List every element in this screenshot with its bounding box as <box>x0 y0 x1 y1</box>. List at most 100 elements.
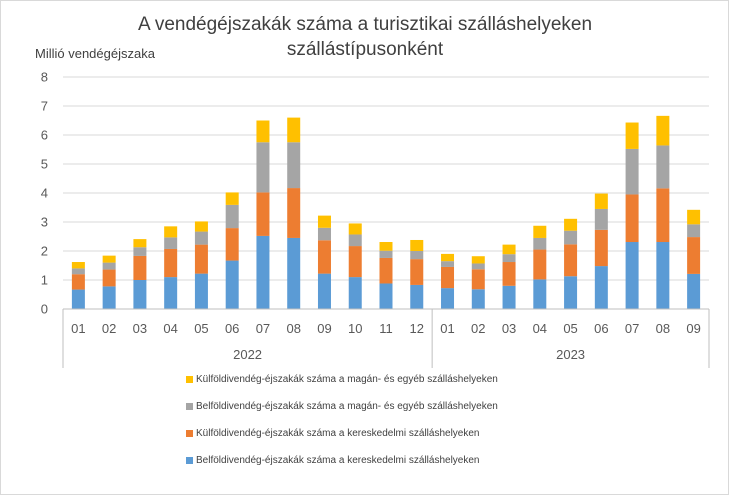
bar-segment-series-1 <box>471 269 485 290</box>
y-tick-label: 8 <box>41 70 48 85</box>
legend-item: Külföldivendég-éjszakák száma a keresked… <box>186 427 479 441</box>
bar-segment-series-3 <box>656 115 670 146</box>
bar-segment-series-3 <box>256 120 270 143</box>
bar-segment-series-2 <box>564 230 578 245</box>
bar-segment-series-1 <box>348 246 362 278</box>
legend-swatch <box>186 456 193 464</box>
x-tick-label: 09 <box>317 321 331 336</box>
bar-segment-series-1 <box>410 259 424 285</box>
bar-segment-series-1 <box>564 244 578 277</box>
bar-segment-series-2 <box>71 268 85 275</box>
bar-segment-series-0 <box>594 266 608 309</box>
bar-segment-series-3 <box>71 262 85 269</box>
bar-segment-series-1 <box>502 262 516 286</box>
bar-segment-series-1 <box>133 255 147 280</box>
bar-segment-series-2 <box>379 250 393 258</box>
y-tick-label: 4 <box>41 186 48 201</box>
group-label: 2023 <box>556 347 585 362</box>
bar-segment-series-1 <box>102 269 116 287</box>
bar-segment-series-1 <box>194 244 208 274</box>
bar-segment-series-2 <box>317 227 331 241</box>
bar-segment-series-3 <box>471 256 485 264</box>
bar-segment-series-1 <box>594 229 608 267</box>
legend-swatch <box>186 402 193 410</box>
x-tick-label: 07 <box>256 321 270 336</box>
bar-segment-series-3 <box>317 215 331 228</box>
x-tick-label: 09 <box>686 321 700 336</box>
y-tick-label: 1 <box>41 273 48 288</box>
x-tick-label: 08 <box>656 321 670 336</box>
bar-segment-series-3 <box>410 239 424 251</box>
x-tick-label: 01 <box>440 321 454 336</box>
x-tick-label: 04 <box>533 321 547 336</box>
bar-segment-series-0 <box>256 235 270 309</box>
x-tick-label: 12 <box>410 321 424 336</box>
y-tick-label: 6 <box>41 128 48 143</box>
bar-segment-series-3 <box>594 193 608 209</box>
bar-segment-series-0 <box>71 289 85 309</box>
bar-segment-series-2 <box>594 208 608 230</box>
bar-segment-series-2 <box>287 142 301 189</box>
bar-segment-series-3 <box>348 223 362 235</box>
bar-segment-series-0 <box>194 273 208 309</box>
y-axis-label: Millió vendégéjszaka <box>35 46 155 61</box>
bar-segment-series-2 <box>194 231 208 245</box>
bar-segment-series-1 <box>225 228 239 261</box>
x-tick-label: 06 <box>594 321 608 336</box>
legend-item: Belföldivendég-éjszakák száma a magán- é… <box>186 400 498 414</box>
bar-segment-series-0 <box>164 277 178 309</box>
bar-segment-series-2 <box>410 251 424 260</box>
bar-segment-series-1 <box>441 266 455 289</box>
x-tick-label: 10 <box>348 321 362 336</box>
x-tick-label: 03 <box>502 321 516 336</box>
x-tick-label: 07 <box>625 321 639 336</box>
bar-segment-series-2 <box>687 224 701 238</box>
legend-label: Külföldivendég-éjszakák száma a keresked… <box>196 428 480 439</box>
bar-segment-series-3 <box>687 209 701 225</box>
bar-segment-series-2 <box>625 148 639 195</box>
bar-segment-series-3 <box>502 244 516 255</box>
legend-swatch <box>186 375 193 383</box>
chart-title-line2: szállástípusonként <box>286 39 444 60</box>
bar-segment-series-1 <box>379 257 393 284</box>
bar-segment-series-1 <box>287 188 301 238</box>
bar-segment-series-1 <box>656 188 670 243</box>
x-tick-label: 08 <box>286 321 300 336</box>
bar-segment-series-3 <box>379 242 393 251</box>
bar-segment-series-0 <box>533 279 547 309</box>
bar-segment-series-1 <box>317 240 331 274</box>
y-tick-label: 5 <box>41 157 48 172</box>
bar-segment-series-2 <box>102 262 116 270</box>
chart-title-line1: A vendégéjszakák száma a turisztikai szá… <box>137 14 593 35</box>
bar-segment-series-3 <box>225 192 239 205</box>
legend-label: Külföldivendég-éjszakák száma a magán- é… <box>196 374 498 385</box>
legend-label: Belföldivendég-éjszakák száma a keresked… <box>196 455 480 466</box>
bar-segment-series-2 <box>225 204 239 229</box>
bar-segment-series-1 <box>256 192 270 236</box>
legend-item: Külföldivendég-éjszakák száma a magán- é… <box>186 373 498 387</box>
bar-segment-series-2 <box>656 145 670 189</box>
bar-segment-series-0 <box>102 286 116 309</box>
legend-swatch <box>186 429 193 437</box>
bar-segment-series-2 <box>502 254 516 263</box>
bar-segment-series-3 <box>564 218 578 231</box>
bar-segment-series-1 <box>533 249 547 280</box>
bar-segment-series-0 <box>317 273 331 309</box>
bar-segment-series-3 <box>533 225 547 238</box>
bar-segment-series-3 <box>625 122 639 149</box>
bar-segment-series-0 <box>410 284 424 309</box>
bar-segment-series-2 <box>471 263 485 270</box>
y-tick-label: 3 <box>41 215 48 230</box>
x-tick-label: 03 <box>133 321 147 336</box>
bar-segment-series-0 <box>379 283 393 309</box>
bar-segment-series-2 <box>133 247 147 256</box>
bar-segment-series-3 <box>194 221 208 232</box>
bar-segment-series-1 <box>625 194 639 243</box>
legend-item: Belföldivendég-éjszakák száma a keresked… <box>186 454 479 468</box>
bar-segment-series-0 <box>441 288 455 309</box>
bar-segment-series-0 <box>133 280 147 309</box>
bar-segment-series-3 <box>133 239 147 248</box>
bar-segment-series-1 <box>687 237 701 274</box>
bar-segment-series-2 <box>164 237 178 249</box>
